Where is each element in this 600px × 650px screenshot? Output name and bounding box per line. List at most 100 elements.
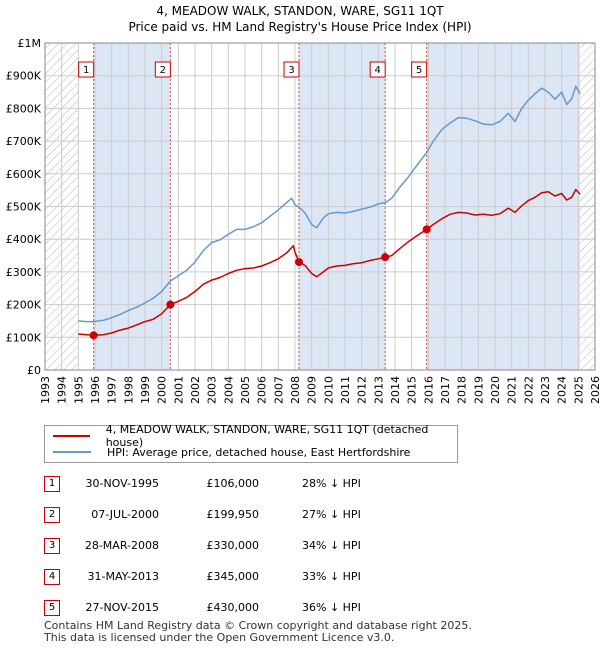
sale-number-badge: 5 <box>44 600 60 616</box>
hpi-line <box>78 85 581 323</box>
y-tick-label: £900K <box>6 70 42 83</box>
footer-copyright: Contains HM Land Registry data © Crown c… <box>44 619 472 632</box>
sale-price: £430,000 <box>206 601 260 614</box>
x-tick-label: 2005 <box>239 376 252 404</box>
sale-price: £345,000 <box>206 570 260 583</box>
plot-frame <box>44 42 596 371</box>
sale-number-badge: 2 <box>44 507 60 523</box>
x-tick-label: 2024 <box>556 376 569 404</box>
y-tick-label: £500K <box>6 201 42 214</box>
sale-point <box>166 300 175 309</box>
sale-label-box <box>154 61 171 78</box>
sale-number-badge: 1 <box>44 476 60 492</box>
x-tick-label: 1998 <box>122 376 135 404</box>
x-tick-label: 2004 <box>222 376 235 404</box>
sale-point <box>422 225 431 234</box>
sale-date: 30-NOV-1995 <box>85 477 159 490</box>
sale-row: 4 31-MAY-2013 £345,000 33% ↓ HPI <box>44 567 404 587</box>
x-tick-label: 2000 <box>156 376 169 404</box>
sale-hpi-diff: 33% ↓ HPI <box>302 570 361 583</box>
y-tick-label: £1M <box>18 37 42 50</box>
sale-point <box>89 331 98 340</box>
sale-hpi-diff: 28% ↓ HPI <box>302 477 361 490</box>
x-tick-label: 1999 <box>139 376 152 404</box>
x-tick-label: 2011 <box>339 376 352 404</box>
sale-price: £330,000 <box>206 539 260 552</box>
x-tick-label: 2008 <box>289 376 302 404</box>
x-tick-label: 2019 <box>472 376 485 404</box>
x-tick-label: 2016 <box>422 376 435 404</box>
sale-row: 3 28-MAR-2008 £330,000 34% ↓ HPI <box>44 536 404 556</box>
x-tick-label: 2020 <box>489 376 502 404</box>
y-tick-label: £100K <box>6 331 42 344</box>
sale-date: 27-NOV-2015 <box>85 601 159 614</box>
x-tick-label: 2002 <box>189 376 202 404</box>
x-tick-label: 2009 <box>306 376 319 404</box>
x-tick-label: 1994 <box>56 376 69 404</box>
sale-label-box <box>411 61 428 78</box>
x-tick-label: 2022 <box>522 376 535 404</box>
y-tick-label: £700K <box>6 135 42 148</box>
x-tick-label: 2025 <box>572 376 585 404</box>
sale-point <box>381 253 390 262</box>
sale-label-number: 3 <box>288 65 294 76</box>
y-tick-label: £600K <box>6 168 42 181</box>
sale-price: £199,950 <box>206 508 260 521</box>
sale-row: 5 27-NOV-2015 £430,000 36% ↓ HPI <box>44 598 404 618</box>
sale-label-number: 5 <box>416 65 422 76</box>
sale-label-number: 4 <box>374 65 380 76</box>
x-tick-label: 2021 <box>506 376 519 404</box>
sale-number-badge: 4 <box>44 569 60 585</box>
legend-swatch-property <box>53 435 90 437</box>
price-chart: 1 2 3 4 5 £0 £100K £200K £300K £400K £500K £600K £7… <box>6 37 600 404</box>
x-tick-label: 2006 <box>256 376 269 404</box>
x-tick-label: 2013 <box>372 376 385 404</box>
x-tick-label: 1997 <box>106 376 119 404</box>
x-tick-label: 2007 <box>272 376 285 404</box>
sale-price: £106,000 <box>206 477 260 490</box>
x-tick-label: 1995 <box>72 376 85 404</box>
x-tick-label: 2001 <box>172 376 185 404</box>
y-tick-label: £200K <box>6 299 42 312</box>
legend-item-hpi: HPI: Average price, detached house, East… <box>53 445 410 459</box>
y-tick-label: £0 <box>27 364 41 377</box>
sale-hpi-diff: 27% ↓ HPI <box>302 508 361 521</box>
x-tick-label: 2026 <box>589 376 600 404</box>
footer-attribution: Contains HM Land Registry data © Crown c… <box>44 620 472 644</box>
x-tick-label: 2010 <box>322 376 335 404</box>
chart-title: 4, MEADOW WALK, STANDON, WARE, SG11 1QT <box>156 4 444 18</box>
x-tick-label: 2003 <box>206 376 219 404</box>
legend-label-hpi: HPI: Average price, detached house, East… <box>107 445 411 459</box>
x-tick-label: 1993 <box>39 376 52 404</box>
x-tick-label: 2017 <box>439 376 452 404</box>
y-tick-label: £300K <box>6 266 42 279</box>
sale-row: 2 07-JUL-2000 £199,950 27% ↓ HPI <box>44 505 404 525</box>
sale-row: 1 30-NOV-1995 £106,000 28% ↓ HPI <box>44 474 404 494</box>
sale-date: 28-MAR-2008 <box>84 539 159 552</box>
sale-hpi-diff: 34% ↓ HPI <box>302 539 361 552</box>
y-tick-label: £800K <box>6 102 42 115</box>
sale-label-number: 2 <box>160 65 166 76</box>
chart-legend: 4, MEADOW WALK, STANDON, WARE, SG11 1QT … <box>44 423 458 463</box>
x-tick-label: 2015 <box>406 376 419 404</box>
x-tick-label: 2014 <box>389 376 402 404</box>
x-tick-label: 1996 <box>89 376 102 404</box>
sale-number-badge: 3 <box>44 538 60 554</box>
footer-licence: This data is licensed under the Open Gov… <box>44 631 395 644</box>
sale-hpi-diff: 36% ↓ HPI <box>302 601 361 614</box>
sale-label-number: 1 <box>83 65 89 76</box>
sale-date: 07-JUL-2000 <box>91 508 159 521</box>
chart-subtitle: Price paid vs. HM Land Registry's House … <box>128 20 472 34</box>
legend-item-property: 4, MEADOW WALK, STANDON, WARE, SG11 1QT … <box>53 423 457 449</box>
sale-date: 31-MAY-2013 <box>87 570 159 583</box>
x-tick-label: 2018 <box>456 376 469 404</box>
legend-label-property: 4, MEADOW WALK, STANDON, WARE, SG11 1QT … <box>105 423 429 449</box>
y-tick-label: £400K <box>6 233 42 246</box>
x-tick-label: 2012 <box>356 376 369 404</box>
legend-swatch-hpi <box>53 451 91 453</box>
sale-label-box <box>78 61 95 78</box>
sale-point <box>295 258 303 267</box>
sale-label-box <box>369 61 386 78</box>
sale-label-box <box>283 61 300 78</box>
x-tick-label: 2023 <box>539 376 552 404</box>
